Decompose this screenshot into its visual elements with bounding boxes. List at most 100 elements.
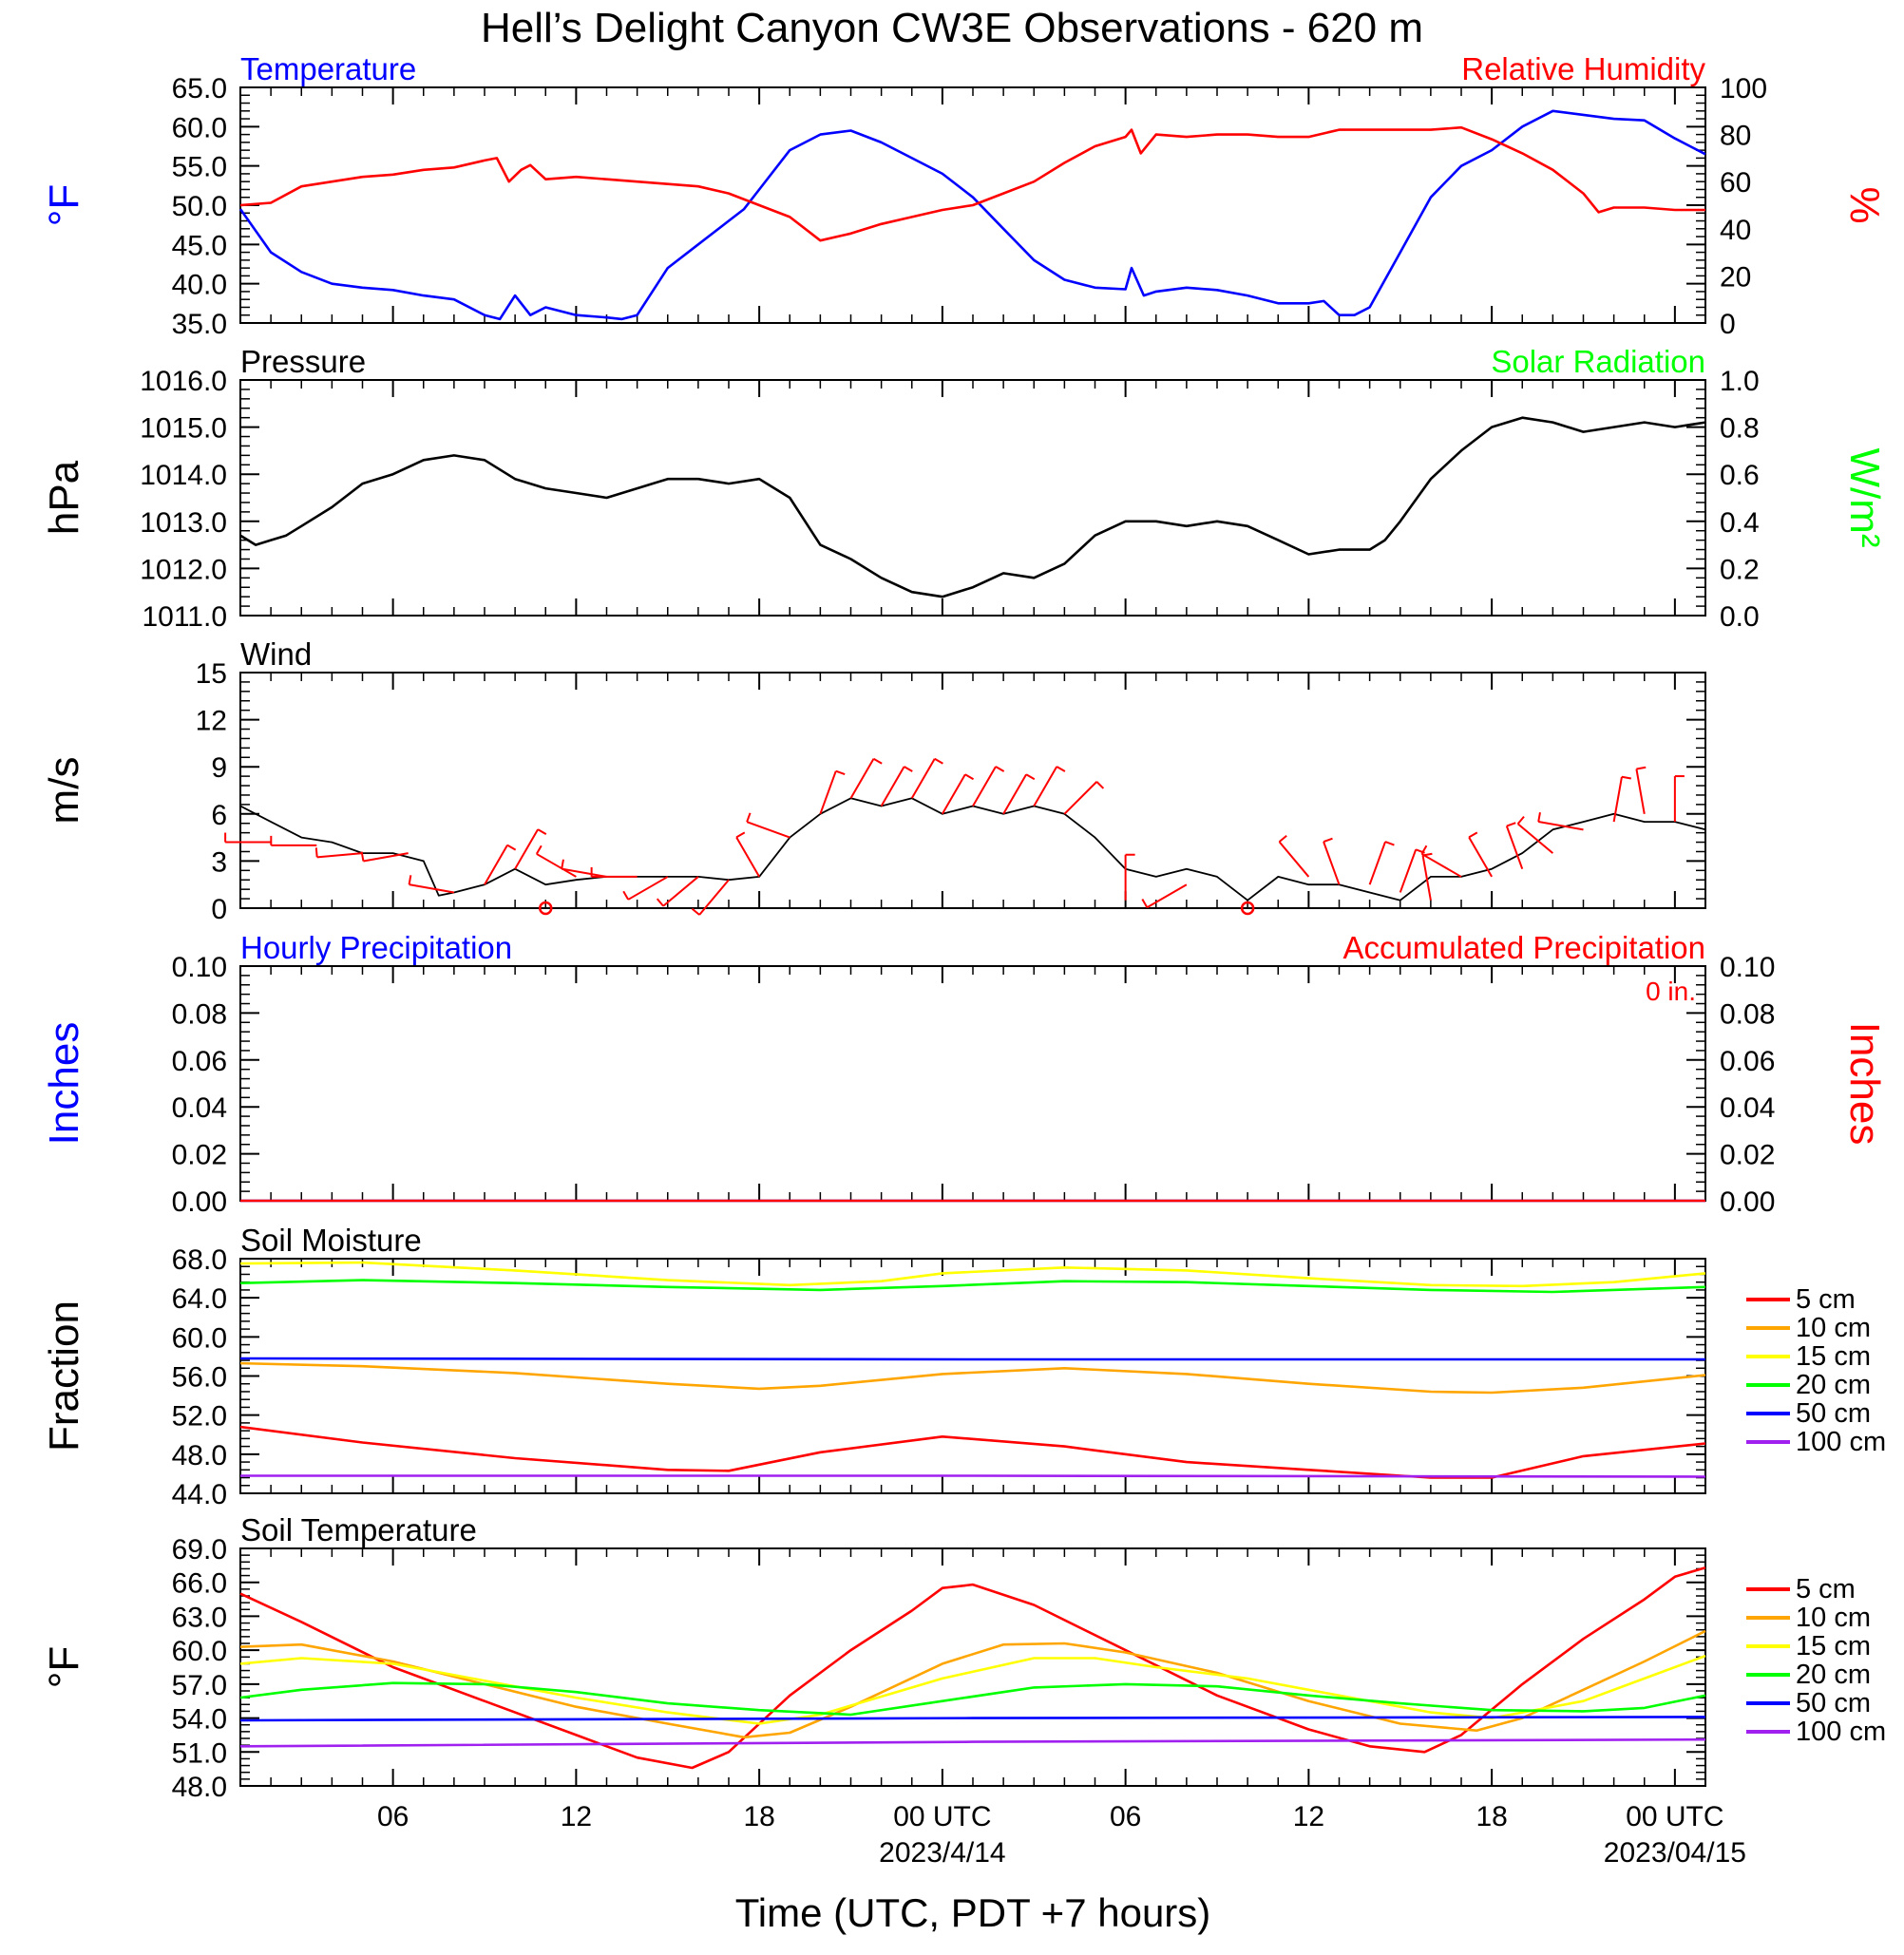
legend-label: 10 cm bbox=[1796, 1313, 1871, 1343]
wind-barb-flag bbox=[1025, 773, 1036, 781]
wind-barb-flag bbox=[656, 898, 664, 907]
wind-barb-shaft bbox=[484, 845, 508, 885]
panel-precip: 0.00 0.02 0.04 0.06 0.08 0.10 0.00 0.02 0.04 0.06… bbox=[41, 930, 1888, 1218]
wind-calm-mark bbox=[539, 901, 553, 916]
panel-title-left: Temperature bbox=[240, 51, 416, 86]
y-axis-label-right: Inches bbox=[1841, 1022, 1888, 1146]
legend-label: 5 cm bbox=[1796, 1284, 1856, 1315]
wind-barb-shaft bbox=[1420, 853, 1462, 878]
wind-barb-shaft bbox=[1063, 781, 1098, 815]
wind-barb-shaft bbox=[1368, 841, 1386, 885]
wind-barb-shaft bbox=[1278, 841, 1310, 878]
wind-barb-flag bbox=[1323, 837, 1333, 844]
panel-title-left: Soil Temperature bbox=[240, 1512, 477, 1547]
wind-barb-shaft bbox=[735, 836, 760, 878]
series-line-5-cm bbox=[239, 1425, 1706, 1479]
wind-barb-flag bbox=[934, 757, 943, 765]
y-right-tick-label: 0.02 bbox=[1720, 1140, 1775, 1171]
legend-label: 100 cm bbox=[1796, 1427, 1886, 1457]
wind-barb-shaft bbox=[1002, 773, 1027, 815]
y-tick-label: 63.0 bbox=[172, 1602, 227, 1633]
y-axis-label-left: °F bbox=[41, 184, 87, 226]
wind-barb-shaft bbox=[698, 879, 730, 916]
legend-label: 5 cm bbox=[1796, 1574, 1856, 1604]
wind-barb-flag bbox=[1621, 775, 1631, 780]
y-axis-label-left: m/s bbox=[41, 757, 87, 825]
y-tick-label: 1013.0 bbox=[140, 507, 227, 539]
wind-barb-shaft bbox=[942, 773, 966, 815]
y-tick-label: 3 bbox=[211, 846, 227, 878]
wind-barb-shaft bbox=[910, 758, 936, 799]
y-tick-label: 54.0 bbox=[172, 1704, 227, 1736]
y-tick-label: 68.0 bbox=[172, 1244, 227, 1276]
y-tick-label: 60.0 bbox=[172, 1636, 227, 1667]
wind-barb-shaft bbox=[1468, 836, 1493, 878]
y-tick-label: 1015.0 bbox=[140, 413, 227, 445]
panel-title-right: Accumulated Precipitation bbox=[1342, 930, 1705, 965]
series-line-50-cm bbox=[239, 1357, 1705, 1361]
y-tick-label: 50.0 bbox=[172, 191, 227, 222]
y-tick-label: 65.0 bbox=[172, 73, 227, 104]
wind-calm-mark bbox=[1240, 901, 1255, 916]
panel-wind: 0 3 6 9 12 15 Wind m/s bbox=[41, 636, 1706, 925]
wind-barb-flag bbox=[1468, 831, 1478, 839]
panel-title-right: Solar Radiation bbox=[1491, 344, 1705, 379]
series-line-15-cm bbox=[239, 1261, 1706, 1288]
series-line-10-cm bbox=[239, 1629, 1706, 1739]
y-tick-label: 0.06 bbox=[172, 1046, 227, 1077]
panel-title-left: Pressure bbox=[240, 344, 366, 379]
y-right-tick-label: 0.6 bbox=[1720, 460, 1760, 491]
y-right-tick-label: 0.06 bbox=[1720, 1046, 1775, 1077]
wind-barb-shaft bbox=[1538, 821, 1584, 831]
wind-barb-flag bbox=[904, 766, 913, 772]
wind-barb-flag bbox=[1278, 834, 1287, 843]
series-line-temperature bbox=[238, 109, 1706, 321]
x-tick-label: 18 bbox=[1476, 1801, 1507, 1832]
y-right-tick-label: 80 bbox=[1720, 121, 1751, 152]
panel-title-left: Soil Moisture bbox=[240, 1223, 422, 1258]
x-date-label: 2023/4/14 bbox=[879, 1837, 1005, 1869]
wind-barb-shaft bbox=[514, 828, 539, 870]
y-tick-label: 44.0 bbox=[172, 1479, 227, 1510]
y-tick-label: 55.0 bbox=[172, 152, 227, 183]
y-tick-label: 35.0 bbox=[172, 309, 227, 340]
y-tick-label: 1014.0 bbox=[140, 460, 227, 491]
wind-barb-shaft bbox=[972, 766, 997, 807]
wind-barb-shaft bbox=[409, 883, 455, 894]
series-line-10-cm bbox=[239, 1361, 1706, 1395]
accumulated-total-annotation: 0 in. bbox=[1646, 977, 1696, 1006]
x-tick-label: 00 UTC bbox=[1626, 1801, 1723, 1832]
wind-barb-shaft bbox=[627, 876, 669, 901]
wind-barb-shaft bbox=[819, 770, 837, 815]
wind-barb-flag bbox=[835, 769, 846, 776]
series-line-20-cm bbox=[239, 1681, 1706, 1717]
wind-barb-flag bbox=[1537, 811, 1541, 823]
y-tick-label: 0.02 bbox=[172, 1140, 227, 1171]
wind-barb-flag bbox=[735, 831, 746, 839]
wind-barb-shaft bbox=[1516, 823, 1554, 854]
y-tick-label: 9 bbox=[211, 752, 227, 784]
y-tick-label: 0.10 bbox=[172, 952, 227, 983]
legend-label: 50 cm bbox=[1796, 1398, 1871, 1429]
figure-title: Hell’s Delight Canyon CW3E Observations … bbox=[481, 5, 1423, 51]
wind-barb-flag bbox=[360, 851, 365, 862]
y-tick-label: 52.0 bbox=[172, 1401, 227, 1433]
panel-soil_temperature: 48.051.054.057.060.063.066.069.0 Soil Tem… bbox=[41, 1512, 1886, 1803]
y-tick-label: 40.0 bbox=[172, 270, 227, 301]
legend-label: 20 cm bbox=[1796, 1660, 1871, 1690]
wind-barb-shaft bbox=[1612, 776, 1623, 823]
y-right-tick-label: 100 bbox=[1720, 73, 1767, 104]
y-axis-label-left: °F bbox=[41, 1646, 87, 1688]
time-axis: 06 12 18 00 UTC 06 12 18 00 UTC 2023/4/14 2023/04… bbox=[377, 1801, 1746, 1935]
wind-barb-shaft bbox=[562, 867, 607, 878]
y-tick-label: 51.0 bbox=[172, 1737, 227, 1769]
y-tick-label: 48.0 bbox=[172, 1440, 227, 1471]
y-tick-label: 60.0 bbox=[172, 112, 227, 143]
wind-barb-flag bbox=[1506, 822, 1516, 827]
x-tick-label: 18 bbox=[743, 1801, 774, 1832]
wind-barb-shaft bbox=[316, 852, 363, 859]
x-tick-label: 12 bbox=[1293, 1801, 1324, 1832]
y-right-tick-label: 0.0 bbox=[1720, 601, 1760, 633]
